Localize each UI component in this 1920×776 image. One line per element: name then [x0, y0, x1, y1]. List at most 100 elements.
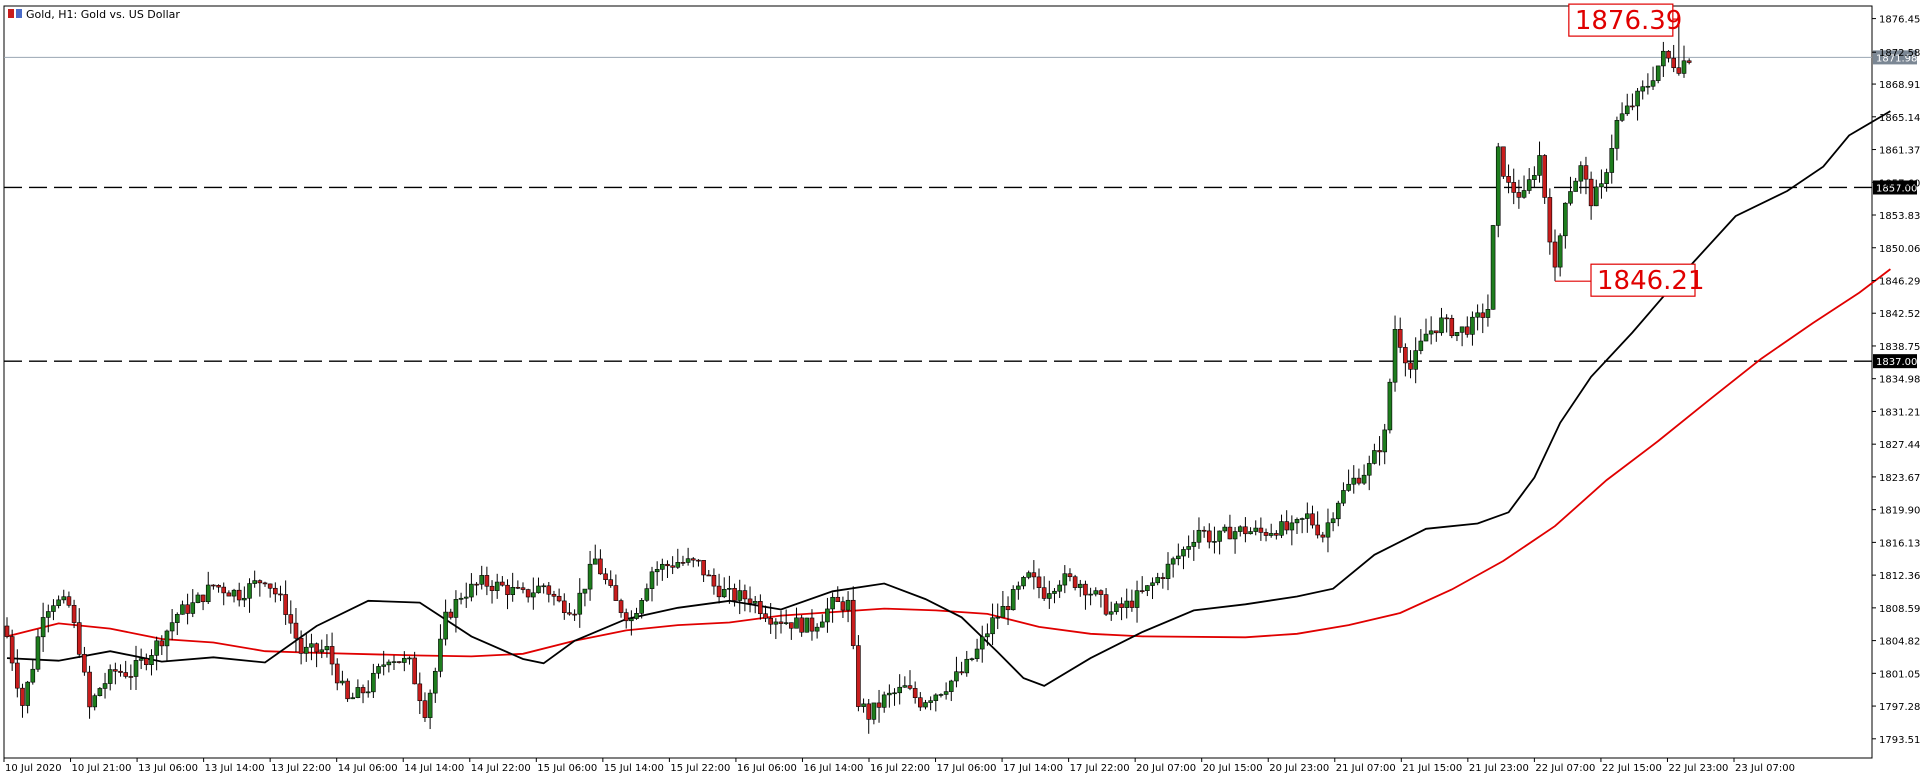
candle-body	[371, 672, 376, 693]
candle-body	[845, 599, 851, 611]
candle-body	[417, 683, 423, 702]
candle-body	[1237, 526, 1243, 532]
candle-body	[1655, 65, 1661, 81]
candle-body	[752, 601, 758, 604]
candle-body	[51, 605, 56, 612]
candle-body	[1609, 148, 1615, 173]
low-annotation-box[interactable]	[1590, 263, 1696, 297]
candle-body	[1470, 316, 1475, 335]
candle-body	[990, 617, 995, 635]
candle-body	[1542, 155, 1547, 198]
candle-body	[1372, 450, 1377, 464]
candle-body	[1521, 190, 1527, 198]
candle-body	[773, 621, 779, 625]
candle-body	[1176, 555, 1181, 560]
candle-body	[505, 584, 510, 596]
candle-body	[1103, 594, 1109, 615]
candle-body	[670, 565, 675, 568]
candle-body	[1330, 518, 1336, 524]
candle-body	[138, 658, 144, 661]
candle-body	[30, 668, 36, 683]
candle-body	[1067, 573, 1073, 578]
candle-body	[1681, 60, 1687, 74]
y-tick-label: 1801.05	[1879, 669, 1920, 680]
y-tick-label: 1865.14	[1879, 113, 1920, 124]
candle-body	[706, 574, 712, 577]
candle-body	[1532, 175, 1537, 180]
candle-body	[9, 636, 15, 664]
candle-body	[768, 617, 773, 625]
candle-body	[1083, 583, 1088, 596]
candle-body	[1516, 192, 1522, 198]
level-price-tag	[1873, 354, 1917, 369]
candle-body	[438, 638, 443, 672]
level-price-tag	[1873, 180, 1917, 195]
candle-body	[1661, 50, 1666, 67]
candle-body	[1356, 477, 1362, 484]
y-tick-label: 1842.52	[1879, 309, 1920, 320]
y-tick-label: 1816.13	[1879, 538, 1920, 549]
candle-body	[742, 590, 748, 600]
candle-body	[959, 671, 964, 674]
candle-body	[1485, 309, 1491, 318]
candle-body	[226, 592, 232, 597]
candle-body	[995, 616, 1001, 619]
candle-body	[303, 646, 309, 654]
candle-body	[1480, 312, 1486, 318]
candle-body	[133, 660, 139, 677]
candle-body	[396, 661, 402, 663]
candle-body	[649, 571, 655, 589]
candle-body	[1341, 490, 1346, 504]
candle-body	[500, 581, 505, 586]
candle-body	[819, 621, 825, 628]
candle-body	[128, 676, 134, 678]
candle-body	[1676, 67, 1682, 74]
y-tick-label: 1804.82	[1879, 637, 1920, 648]
candle-body	[933, 694, 939, 701]
candle-body	[1578, 165, 1584, 182]
candle-body	[1624, 105, 1630, 115]
candle-body	[236, 589, 242, 601]
candle-body	[386, 661, 392, 666]
x-tick-label: 22 Jul 23:00	[1668, 763, 1728, 774]
candle-body	[1181, 549, 1186, 557]
candle-body	[1671, 57, 1676, 69]
candle-body	[608, 579, 614, 586]
candle-body	[443, 611, 448, 640]
candle-body	[758, 601, 763, 615]
candle-body	[1134, 590, 1140, 608]
x-tick-label: 14 Jul 06:00	[338, 763, 398, 774]
candle-body	[1335, 502, 1341, 520]
candle-body	[76, 622, 82, 655]
candle-body	[463, 596, 469, 599]
candle-body	[1547, 197, 1553, 243]
candle-body	[721, 588, 727, 598]
candle-body	[840, 601, 846, 611]
high-annotation-box[interactable]	[1568, 3, 1674, 37]
candle-body	[716, 585, 722, 598]
candle-body	[654, 569, 660, 573]
candle-body	[1010, 589, 1016, 611]
candle-body	[1583, 165, 1589, 180]
x-tick-label: 14 Jul 22:00	[471, 763, 531, 774]
candle-body	[154, 640, 159, 656]
candle-body	[1222, 526, 1228, 532]
y-tick-label: 1823.67	[1879, 473, 1920, 484]
candle-body	[1630, 105, 1635, 108]
candle-body	[1351, 477, 1357, 485]
candle-body	[1114, 603, 1119, 613]
candle-body	[1563, 202, 1568, 237]
candle-body	[1392, 329, 1398, 383]
candle-body	[876, 702, 882, 708]
candle-body	[861, 703, 866, 707]
candle-body	[309, 643, 314, 648]
y-tick-label: 1876.45	[1879, 15, 1920, 26]
x-tick-label: 23 Jul 07:00	[1735, 763, 1795, 774]
candle-body	[1170, 558, 1176, 565]
candle-body	[1599, 183, 1604, 188]
x-tick-label: 21 Jul 23:00	[1469, 763, 1529, 774]
candle-body	[727, 588, 732, 590]
candle-body	[1253, 527, 1259, 532]
